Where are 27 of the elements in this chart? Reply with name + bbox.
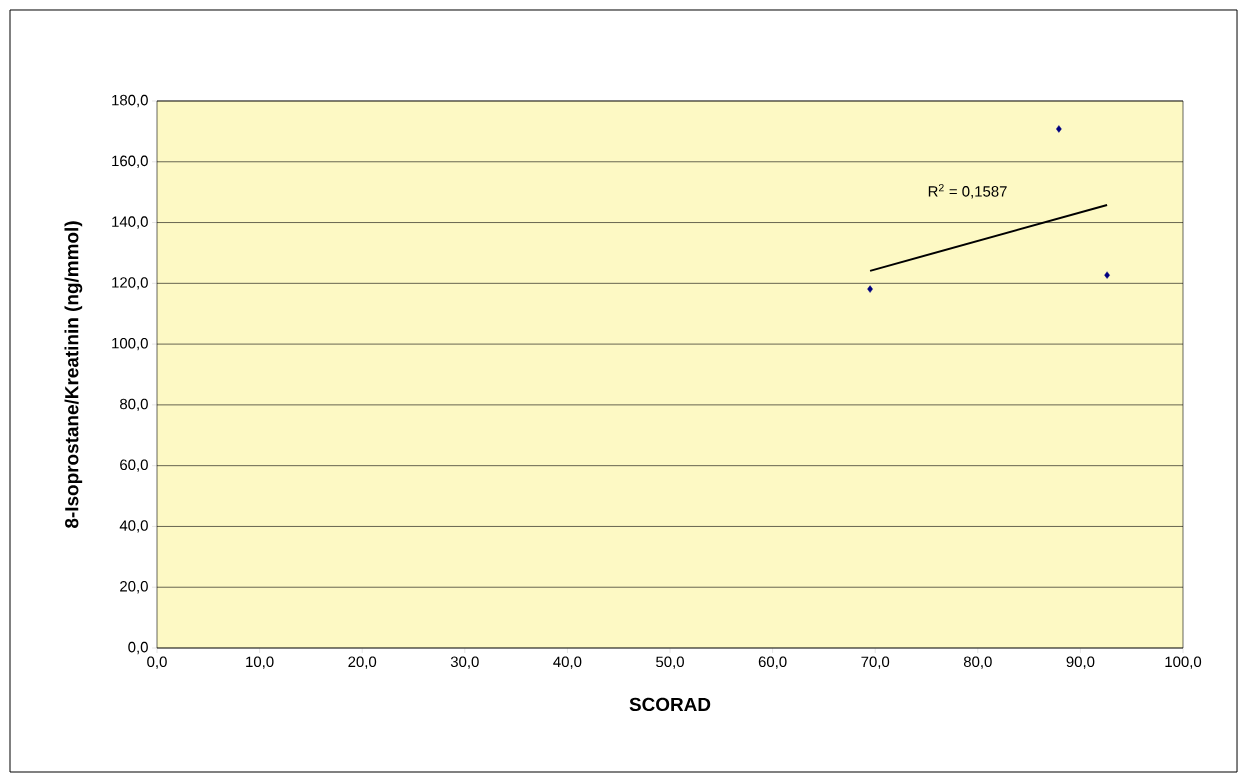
y-tick-label: 120,0 <box>112 277 148 290</box>
x-tick-label: 70,0 <box>861 656 890 669</box>
x-tick-label: 100,0 <box>1165 656 1202 669</box>
y-tick-label: 180,0 <box>112 94 148 108</box>
y-tick-label: 140,0 <box>112 216 148 229</box>
y-tick-label: 20,0 <box>120 581 148 594</box>
y-tick-label: 40,0 <box>119 520 148 533</box>
y-tick-label: 0,0 <box>128 641 148 655</box>
point <box>1056 125 1062 133</box>
y-tick-label: 100,0 <box>112 337 148 351</box>
point <box>1104 271 1110 279</box>
y-axis-title: 8-Isoprostane/Kreatinin (ng/mmol) <box>64 221 83 528</box>
x-tick-label: 60,0 <box>758 656 787 669</box>
x-tick-label: 30,0 <box>450 656 479 669</box>
x-tick-label: 50,0 <box>656 656 684 669</box>
x-tick-label: 90,0 <box>1066 656 1095 669</box>
x-axis-title: SCORAD <box>629 697 711 712</box>
x-tick-label: 40,0 <box>553 656 582 669</box>
x-tick-label: 10,0 <box>246 656 274 669</box>
annotation: R$^{2}$ = 0,1587 <box>928 184 1007 199</box>
x-tick-label: 80,0 <box>963 656 992 669</box>
x-tick-label: 0,0 <box>147 656 167 669</box>
y-tick-label: 80,0 <box>120 398 148 412</box>
x-tick-label: 20,0 <box>348 656 377 669</box>
y-tick-label: 160,0 <box>112 155 148 168</box>
point <box>867 285 873 293</box>
y-tick-label: 60,0 <box>120 459 148 472</box>
